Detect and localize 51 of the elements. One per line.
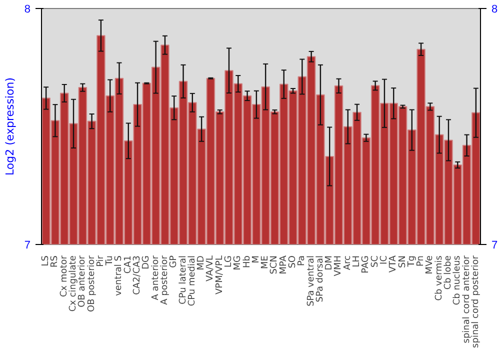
x-tick-label: PAG: [361, 255, 372, 274]
x-tick-label: IC: [379, 255, 390, 264]
x-tick-label: Tu: [105, 255, 116, 266]
x-tick-label: VPM/VPL: [214, 255, 225, 294]
x-tick-label: LH: [352, 255, 362, 268]
x-tick-label: MD: [196, 255, 207, 270]
x-tick-label: Pir: [96, 255, 106, 267]
x-tick-label: CA1: [123, 255, 134, 274]
x-tick-label: OB anterior: [78, 255, 88, 308]
x-tick-label: M: [251, 256, 262, 264]
x-tick-label: GP: [169, 254, 180, 268]
x-tick-label: SPa dorsal: [315, 255, 326, 302]
x-tick-label: LG: [224, 255, 234, 268]
x-tick-label: spinal cord posterior: [470, 255, 481, 348]
x-tick-label: ME: [260, 255, 271, 269]
x-tick-label: Cb nucleus: [452, 255, 463, 306]
x-tick-label: DG: [142, 255, 152, 270]
x-tick-label: Cb lobe: [443, 255, 454, 290]
x-tick-label: RS: [50, 255, 60, 268]
x-tick-label: OB posterior: [86, 255, 97, 312]
x-tick-label: Cx motor: [59, 255, 70, 297]
x-tick-label: MPA: [278, 254, 289, 274]
x-tick-label: Pn: [416, 255, 426, 266]
x-tick-label: CPu medial: [187, 255, 198, 306]
y2-tick-label: 7: [492, 240, 498, 252]
x-tick-label: Cb vermis: [434, 255, 444, 301]
x-tick-label: Hb: [242, 255, 252, 268]
x-tick-label: SO: [288, 256, 298, 268]
y2-tick-label: 8: [492, 4, 498, 16]
x-tick-label: SPa ventral: [306, 255, 316, 306]
x-tick-label: MG: [233, 255, 244, 270]
x-tick-label: CA2/CA3: [132, 255, 143, 295]
x-tick-label: A posterior: [160, 255, 170, 305]
x-tick-label: MVe: [425, 255, 436, 274]
y-axis-title: Log2 (expression): [3, 77, 16, 176]
x-tick-label: Cx cingulate: [68, 255, 79, 312]
x-tick-label: SCN: [270, 255, 280, 274]
x-tick-label: Arc: [342, 255, 353, 270]
x-tick-label: A anterior: [150, 255, 161, 300]
x-tick-label: VMH: [334, 255, 344, 276]
x-tick-label: VA/VL: [206, 255, 216, 282]
x-tick-label: DM: [324, 255, 335, 270]
x-tick-label: Tg: [406, 255, 417, 268]
x-tick-label: SC: [370, 255, 380, 268]
x-tick-label: Pa: [297, 255, 308, 266]
x-tick-label: VTA: [388, 254, 399, 273]
x-tick-label: ventral S: [114, 255, 124, 296]
x-tick-label: LS: [41, 255, 52, 266]
x-tick-label: spinal cord anterior: [462, 255, 472, 344]
x-tick-label: CPu lateral: [178, 255, 188, 304]
x-tick-label: SN: [398, 255, 408, 268]
